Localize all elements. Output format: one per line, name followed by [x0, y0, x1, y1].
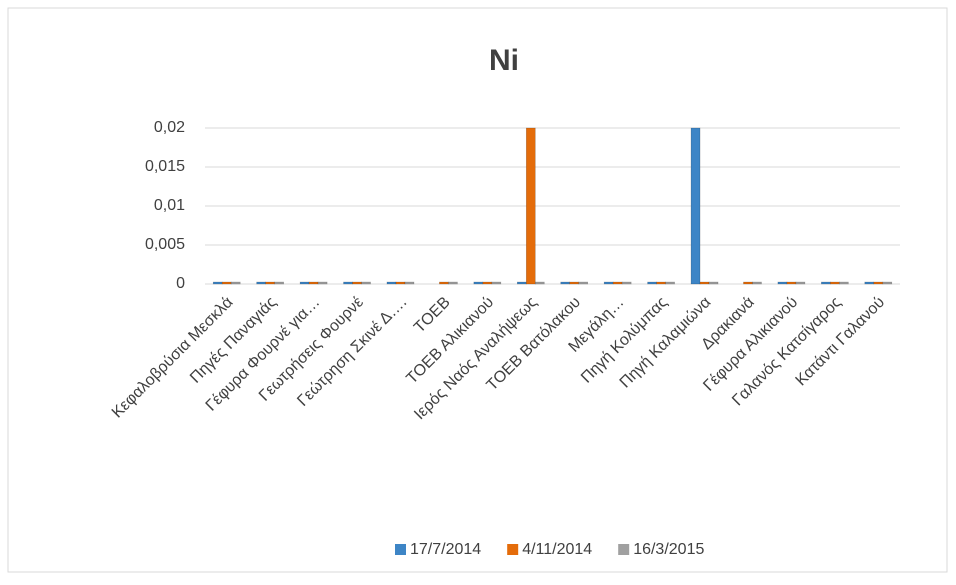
y-tick-label: 0,015	[145, 158, 185, 175]
bar	[699, 281, 710, 285]
bar	[621, 281, 632, 285]
bar	[839, 281, 849, 285]
bar	[578, 281, 589, 285]
bar	[317, 281, 328, 285]
chart-title: Ni	[489, 44, 519, 77]
bar	[752, 281, 762, 285]
bar	[395, 281, 406, 285]
bar	[473, 281, 484, 285]
bar	[786, 281, 797, 285]
bar	[256, 281, 266, 285]
bar	[352, 281, 362, 285]
bar	[821, 281, 831, 285]
bar	[873, 281, 884, 285]
bar	[274, 281, 284, 285]
bar	[690, 127, 701, 285]
bar	[882, 281, 893, 285]
bar	[864, 281, 875, 285]
bar	[439, 281, 449, 285]
legend-label: 4/11/2014	[522, 541, 592, 558]
bar	[308, 281, 319, 285]
legend-swatch	[507, 544, 519, 555]
bar	[830, 281, 840, 285]
bar	[516, 281, 527, 285]
bar	[299, 281, 310, 285]
legend-label: 16/3/2015	[633, 541, 704, 558]
bar	[795, 281, 806, 285]
y-tick-label: 0,02	[154, 119, 185, 136]
bar	[569, 281, 580, 285]
bar	[560, 281, 571, 285]
bar	[612, 281, 623, 285]
y-tick-label: 0	[176, 275, 185, 292]
bar	[265, 281, 275, 285]
bar	[656, 281, 666, 285]
legend-swatch	[395, 544, 406, 555]
bar	[525, 127, 536, 285]
bar	[404, 281, 415, 285]
bar	[534, 281, 545, 285]
y-tick-label: 0,01	[154, 197, 185, 214]
bar	[603, 281, 614, 285]
bar	[361, 281, 371, 285]
bar	[647, 281, 657, 285]
bar	[343, 281, 353, 285]
bar	[491, 281, 502, 285]
bar	[221, 281, 232, 285]
legend-label: 17/7/2014	[410, 541, 481, 558]
bar	[448, 281, 458, 285]
bar	[230, 281, 241, 285]
bar	[743, 281, 753, 285]
chart-frame	[7, 7, 948, 573]
bar	[212, 281, 223, 285]
bar	[777, 281, 788, 285]
bar	[665, 281, 675, 285]
y-tick-label: 0,005	[145, 236, 185, 253]
bar	[386, 281, 397, 285]
legend-swatch	[618, 544, 630, 555]
bar	[482, 281, 493, 285]
bar	[708, 281, 719, 285]
